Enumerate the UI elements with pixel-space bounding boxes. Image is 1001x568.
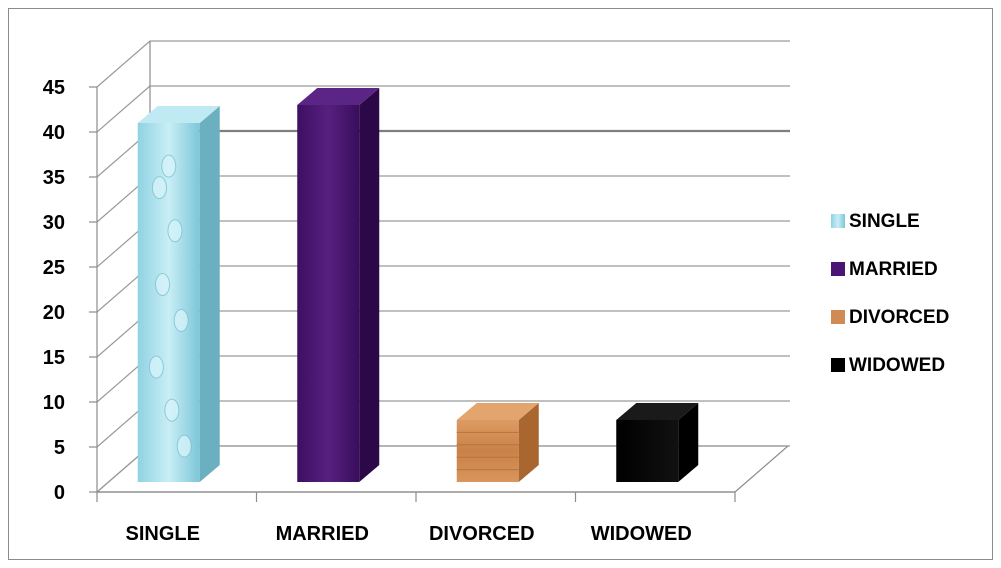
x-category-label-single: SINGLE [126,523,200,545]
bars [137,88,699,482]
legend: SINGLE MARRIED DIVORCED WIDOWED [831,211,949,376]
bar-married [297,88,380,482]
y-tick-label-10: 10 [43,392,65,414]
y-tick-label-35: 35 [43,167,65,189]
bar-front-single [137,123,200,482]
y-tick-label-20: 20 [43,302,65,324]
bar-texture-drop [173,308,189,332]
legend-item-single: SINGLE [831,211,920,232]
bar-side-married [359,88,380,482]
bar-top-married [297,88,380,105]
legend-swatch-single [831,214,845,228]
bar-top-divorced [456,403,539,420]
bar-texture-drop [151,176,167,200]
bar-side-widowed [678,403,699,482]
bar-side-divorced [518,403,539,482]
bar-texture-drop [155,273,171,297]
bar-texture-drop [176,434,192,458]
y-tick-label-30: 30 [43,212,65,234]
category-labels: SINGLE MARRIED DIVORCED WIDOWED [126,523,692,545]
bar-top-widowed [616,403,699,420]
bar-texture-drop [164,398,180,422]
bar-front-widowed [616,420,679,482]
bar-texture-drop [148,355,164,379]
x-category-label-divorced: DIVORCED [429,523,535,545]
legend-swatch-married [831,262,845,276]
legend-label-widowed: WIDOWED [849,355,945,376]
bar-texture-drop [161,154,177,178]
legend-label-married: MARRIED [849,259,938,280]
y-tick-label-25: 25 [43,257,65,279]
y-tick-label-45: 45 [43,77,65,99]
bar-front-divorced [456,420,519,482]
gridline-side-40 [96,85,151,133]
bar-front-married [297,105,360,482]
y-tick-label-0: 0 [54,482,65,504]
x-category-label-married: MARRIED [276,523,369,545]
bar-texture-drop [167,219,183,243]
legend-swatch-widowed [831,358,845,372]
x-category-label-widowed: WIDOWED [591,523,692,545]
legend-label-single: SINGLE [849,211,920,232]
bar-single [137,106,220,482]
legend-item-divorced: DIVORCED [831,307,949,328]
gridline-side-45 [96,40,151,88]
bar-side-single [199,106,220,482]
legend-label-divorced: DIVORCED [849,307,949,328]
bar-divorced [456,403,539,482]
y-tick-label-40: 40 [43,122,65,144]
y-tick-label-5: 5 [54,437,65,459]
legend-item-married: MARRIED [831,259,938,280]
bar-widowed [616,403,699,482]
y-tick-label-15: 15 [43,347,65,369]
legend-item-widowed: WIDOWED [831,355,945,376]
legend-swatch-divorced [831,310,845,324]
bar-top-single [137,106,220,123]
y-tick-labels: 0 5 10 15 20 25 30 35 40 45 [43,77,65,504]
